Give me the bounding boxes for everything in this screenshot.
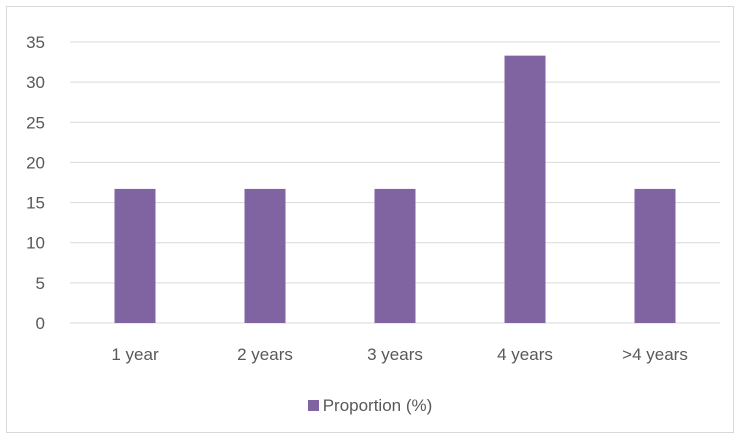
y-tick-label: 35: [26, 33, 45, 52]
x-tick-label: >4 years: [622, 345, 688, 364]
x-tick-label: 2 years: [237, 345, 293, 364]
x-tick-label: 1 year: [111, 345, 159, 364]
y-tick-label: 0: [36, 314, 45, 333]
bar: [634, 188, 676, 323]
legend-label: Proportion (%): [322, 396, 433, 415]
x-axis-ticks: 1 year 2 years 3 years 4 years >4 years: [111, 345, 687, 364]
y-tick-label: 20: [26, 153, 45, 172]
y-tick-label: 5: [36, 274, 45, 293]
y-tick-label: 10: [26, 234, 45, 253]
bar: [374, 188, 416, 323]
y-tick-label: 25: [26, 113, 45, 132]
bar: [504, 55, 546, 324]
bars: [114, 55, 676, 324]
bar: [244, 188, 286, 323]
legend-swatch: [307, 400, 319, 411]
y-axis-ticks: 0 5 10 15 20 25 30 35: [26, 33, 45, 333]
legend: Proportion (%): [0, 396, 740, 416]
x-tick-label: 4 years: [497, 345, 553, 364]
bar: [114, 188, 156, 323]
y-tick-label: 15: [26, 194, 45, 213]
y-tick-label: 30: [26, 73, 45, 92]
x-tick-label: 3 years: [367, 345, 423, 364]
gridlines: [70, 41, 720, 324]
